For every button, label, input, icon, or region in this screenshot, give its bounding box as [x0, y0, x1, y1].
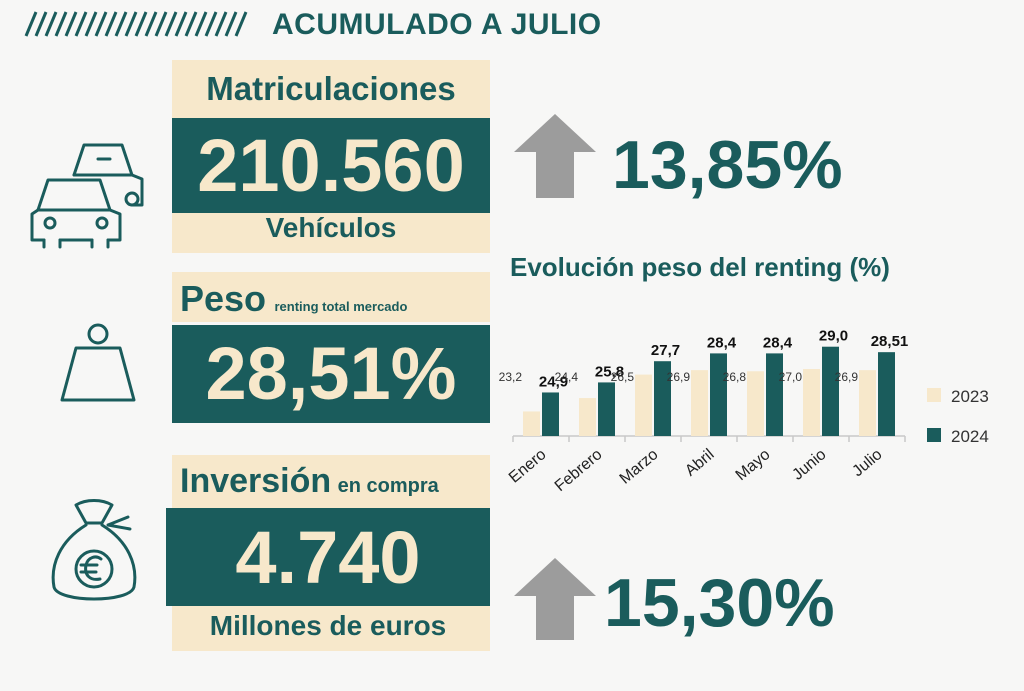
bar-2024-Mayo: [766, 353, 783, 436]
legend-label-2023: 2023: [951, 387, 989, 406]
weight-icon: [60, 323, 136, 402]
legend-swatch-2024: [927, 428, 941, 442]
data-label-2024: 24,9: [539, 373, 568, 390]
cars-icon: [30, 143, 144, 249]
data-label-2023: 26,8: [723, 370, 747, 384]
matriculaciones-title: Matriculaciones: [206, 70, 456, 107]
peso-value-box: [172, 325, 490, 423]
data-label-2024: 25,8: [595, 363, 624, 380]
peso-value: 28,51%: [205, 332, 457, 415]
data-label-2023: 27,0: [779, 370, 803, 384]
x-tick-label: Julio: [849, 446, 885, 480]
matriculaciones-value: 210.560: [197, 124, 465, 207]
inversion-change: 15,30%: [604, 565, 835, 641]
peso-subtitle: renting total mercado: [274, 299, 408, 314]
x-tick-label: Febrero: [552, 446, 606, 495]
peso-title-row: Peso renting total mercado: [180, 278, 407, 320]
bar-2023-Mayo: [747, 371, 764, 436]
bar-2023-Junio: [803, 369, 820, 436]
peso-title: Peso: [180, 278, 267, 319]
data-label-2023: 26,5: [611, 370, 635, 384]
peso-card: [172, 272, 490, 322]
x-tick-label: Junio: [789, 446, 829, 484]
legend-label-2024: 2024: [951, 427, 989, 446]
legend-swatch-2023: [927, 388, 941, 402]
x-tick-label: Marzo: [617, 446, 662, 488]
bar-2023-Febrero: [579, 398, 596, 436]
bar-2024-Julio: [878, 352, 895, 436]
up-arrow-icon: [514, 558, 596, 640]
bar-2023-Abril: [691, 370, 708, 436]
data-label-2023: 26,9: [835, 370, 859, 384]
data-label-2024: 27,7: [651, 342, 680, 359]
bar-2024-Junio: [822, 346, 839, 436]
inversion-value: 4.740: [235, 516, 421, 599]
x-tick-label: Enero: [506, 446, 550, 487]
bar-2023-Enero: [523, 411, 540, 436]
bar-2024-Abril: [710, 353, 727, 436]
inversion-title-row: Inversión en compra: [180, 462, 439, 501]
header-slashes: [24, 11, 248, 37]
bar-2024-Marzo: [654, 361, 671, 436]
bar-2024-Enero: [542, 392, 559, 436]
inversion-value-box: [166, 508, 490, 606]
data-label-2023: 24,4: [555, 370, 579, 384]
euro-bag-icon: [51, 499, 137, 601]
data-label-2023: 26,9: [667, 370, 691, 384]
data-label-2024: 28,51: [871, 333, 909, 350]
data-label-2024: 28,4: [707, 334, 737, 351]
renting-weight-chart: 23,2 24,9 Enero 24,4 25,8 Febrero 26,5 27,7 Marz…: [499, 328, 989, 495]
up-arrow-icon: [514, 114, 596, 198]
matriculaciones-change: 13,85%: [612, 127, 843, 203]
x-tick-label: Abril: [682, 446, 717, 480]
page-title: ACUMULADO A JULIO: [272, 8, 602, 41]
inversion-subtitle: en compra: [337, 475, 439, 497]
bar-2023-Marzo: [635, 374, 652, 436]
bar-2023-Julio: [859, 370, 876, 436]
matriculaciones-value-box: [172, 118, 490, 213]
data-label-2024: 28,4: [763, 334, 793, 351]
inversion-title: Inversión: [180, 462, 332, 500]
data-label-2024: 29,0: [819, 328, 848, 345]
inversion-unit: Millones de euros: [209, 610, 447, 641]
x-tick-label: Mayo: [733, 446, 774, 484]
data-label-2023: 23,2: [499, 370, 523, 384]
bar-2024-Febrero: [598, 382, 615, 436]
matriculaciones-unit: Vehículos: [265, 212, 397, 243]
chart-title: Evolución peso del renting (%): [510, 252, 890, 282]
